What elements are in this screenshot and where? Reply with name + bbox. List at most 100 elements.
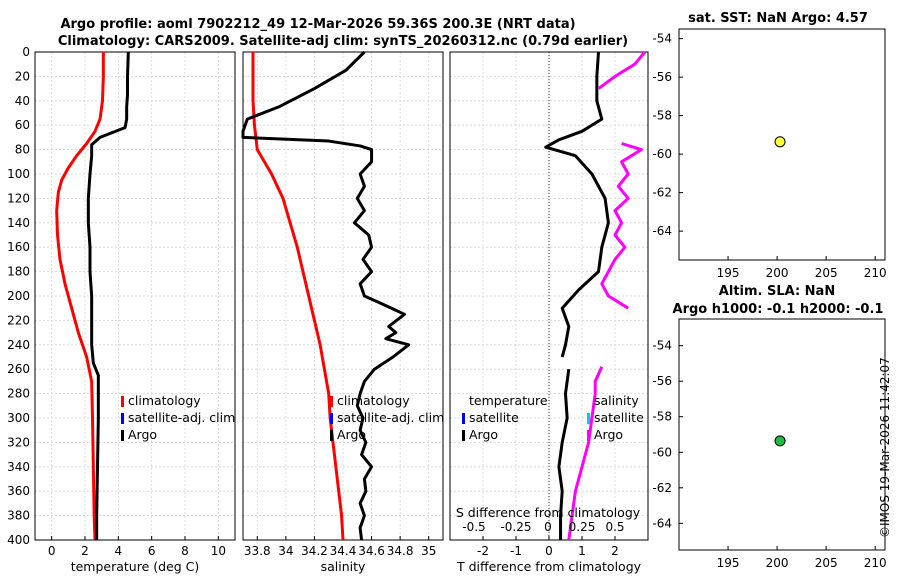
sla-map-title-line2: Argo h1000: -0.1 h2000: -0.1 — [673, 302, 884, 317]
salinity-climatology-line — [251, 52, 345, 541]
map-y-tick-label: -54 — [652, 32, 672, 46]
y-tick-label: 40 — [15, 94, 30, 108]
salinity-legend-swatch — [330, 430, 333, 441]
y-tick-label: 100 — [7, 167, 30, 181]
x-tick-label: 4 — [115, 544, 123, 558]
s-diff-legend-label: satellite — [594, 410, 644, 425]
y-tick-label: 260 — [7, 362, 30, 376]
y-tick-label: 360 — [7, 484, 30, 498]
x-tick-label: -2 — [477, 544, 489, 558]
t-diff-argo-deep-line — [557, 368, 571, 540]
s-diff-argo-upper-line — [597, 51, 646, 90]
temperature-legend-label: Argo — [128, 427, 157, 442]
t-diff-argo-line — [544, 51, 610, 358]
y-tick-label: 280 — [7, 387, 30, 401]
s-diff-legend-swatch — [587, 413, 590, 424]
salinity-legend-label: Argo — [337, 427, 366, 442]
y-tick-label: 340 — [7, 460, 30, 474]
y-tick-label: 80 — [15, 143, 30, 157]
s-diff-tick-label: 0.25 — [569, 520, 596, 534]
s-diff-tick-label: 0 — [544, 520, 552, 534]
x-tick-label: 34.2 — [301, 544, 328, 558]
map-y-tick-label: -60 — [652, 147, 672, 161]
s-diff-legend-label: Argo — [594, 427, 623, 442]
map-frame — [678, 28, 886, 261]
map-frame — [678, 318, 886, 551]
x-tick-label: 34.8 — [387, 544, 414, 558]
t-diff-legend-swatch — [462, 413, 465, 424]
s-diff-tick-label: -0.25 — [500, 520, 531, 534]
y-tick-label: 400 — [7, 533, 30, 547]
s-diff-argo-mid-line — [600, 142, 643, 310]
map-y-tick-label: -62 — [652, 186, 672, 200]
x-tick-label: 33.8 — [244, 544, 271, 558]
y-tick-label: 120 — [7, 191, 30, 205]
y-tick-label: 20 — [15, 69, 30, 83]
map-x-tick-label: 195 — [717, 556, 740, 570]
temperature-legend-label: satellite-adj. clim — [128, 410, 235, 425]
map-y-tick-label: -64 — [652, 224, 672, 238]
salinity-argo-line — [241, 50, 411, 541]
x-axis-label: temperature (deg C) — [71, 559, 200, 574]
s-diff-legend-label: salinity — [594, 393, 639, 408]
sst-map-title: sat. SST: NaN Argo: 4.57 — [688, 11, 868, 26]
y-tick-label: 0 — [22, 45, 30, 59]
temperature-legend-label: climatology — [128, 393, 201, 408]
x-tick-label: 1 — [578, 544, 586, 558]
y-tick-label: 60 — [15, 118, 30, 132]
argo-location-marker — [774, 435, 786, 447]
s-diff-tick-label: -0.5 — [462, 520, 485, 534]
x-tick-label: 34.6 — [358, 544, 385, 558]
sla-map-title-line1: Altim. SLA: NaN — [719, 284, 835, 299]
map-y-tick-label: -54 — [652, 339, 672, 353]
map-x-tick-label: 195 — [717, 266, 740, 280]
s-diff-legend-swatch — [587, 430, 590, 441]
t-diff-legend-swatch — [462, 430, 465, 441]
title-line2: Climatology: CARS2009. Satellite-adj cli… — [58, 34, 628, 49]
salinity-legend-swatch — [330, 396, 333, 407]
x-tick-label: -1 — [510, 544, 522, 558]
x-axis-label: salinity — [321, 559, 366, 574]
map-y-tick-label: -56 — [652, 374, 672, 388]
s-diff-argo-lower-line — [567, 366, 604, 541]
x-tick-label: 10 — [211, 544, 226, 558]
map-x-tick-label: 205 — [815, 266, 838, 280]
x-tick-label: 2 — [81, 544, 89, 558]
y-tick-label: 140 — [7, 216, 30, 230]
x-tick-label: 0 — [48, 544, 56, 558]
temperature-climatology-line — [55, 52, 105, 541]
y-tick-label: 380 — [7, 509, 30, 523]
x-tick-label: 6 — [148, 544, 156, 558]
salinity-legend-swatch — [330, 413, 333, 424]
t-diff-legend-label: satellite — [469, 410, 519, 425]
salinity-legend-label: climatology — [337, 393, 410, 408]
y-tick-label: 180 — [7, 265, 30, 279]
map-y-tick-label: -58 — [652, 109, 672, 123]
x-axis-label: T difference from climatology — [456, 559, 642, 574]
map-y-tick-label: -56 — [652, 70, 672, 84]
y-tick-label: 160 — [7, 240, 30, 254]
map-y-tick-label: -64 — [652, 516, 672, 530]
map-x-tick-label: 210 — [864, 266, 887, 280]
temperature-argo-line — [86, 51, 130, 540]
map-x-tick-label: 200 — [766, 556, 789, 570]
title-line1: Argo profile: aoml 7902212_49 12-Mar-202… — [60, 17, 575, 32]
s-diff-axis-label: S difference from climatology — [456, 505, 641, 520]
map-x-tick-label: 205 — [815, 556, 838, 570]
temperature-legend-swatch — [121, 413, 124, 424]
x-tick-label: 34.4 — [330, 544, 357, 558]
y-tick-label: 320 — [7, 435, 30, 449]
y-tick-label: 200 — [7, 289, 30, 303]
y-tick-label: 300 — [7, 411, 30, 425]
map-x-tick-label: 200 — [766, 266, 789, 280]
x-tick-label: 2 — [611, 544, 619, 558]
y-tick-label: 220 — [7, 313, 30, 327]
map-y-tick-label: -62 — [652, 481, 672, 495]
map-y-tick-label: -60 — [652, 445, 672, 459]
temperature-legend-swatch — [121, 396, 124, 407]
map-y-tick-label: -58 — [652, 410, 672, 424]
argo-location-marker — [774, 136, 786, 148]
axes-frame — [34, 51, 236, 541]
temperature-legend-swatch — [121, 430, 124, 441]
